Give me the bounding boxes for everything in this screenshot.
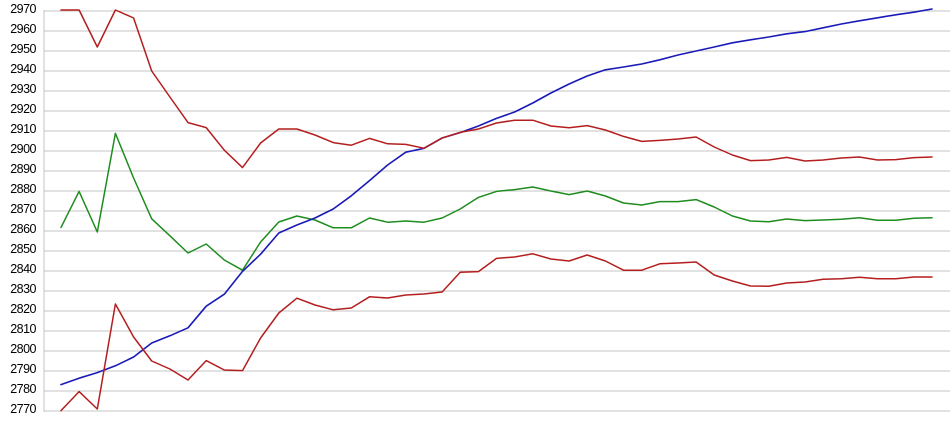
svg-text:2930: 2930 bbox=[10, 82, 36, 96]
svg-text:2900: 2900 bbox=[10, 142, 36, 156]
svg-text:2960: 2960 bbox=[10, 22, 36, 36]
svg-text:2790: 2790 bbox=[10, 362, 36, 376]
svg-text:2810: 2810 bbox=[10, 322, 36, 336]
svg-text:2770: 2770 bbox=[10, 402, 36, 416]
svg-text:2970: 2970 bbox=[10, 2, 36, 16]
svg-text:2820: 2820 bbox=[10, 302, 36, 316]
svg-text:2830: 2830 bbox=[10, 282, 36, 296]
svg-text:2940: 2940 bbox=[10, 62, 36, 76]
svg-text:2950: 2950 bbox=[10, 42, 36, 56]
svg-text:2840: 2840 bbox=[10, 262, 36, 276]
svg-text:2800: 2800 bbox=[10, 342, 36, 356]
svg-text:2910: 2910 bbox=[10, 122, 36, 136]
svg-text:2860: 2860 bbox=[10, 222, 36, 236]
svg-text:2780: 2780 bbox=[10, 382, 36, 396]
svg-text:2880: 2880 bbox=[10, 182, 36, 196]
svg-text:2870: 2870 bbox=[10, 202, 36, 216]
svg-text:2890: 2890 bbox=[10, 162, 36, 176]
svg-text:2850: 2850 bbox=[10, 242, 36, 256]
svg-text:2920: 2920 bbox=[10, 102, 36, 116]
